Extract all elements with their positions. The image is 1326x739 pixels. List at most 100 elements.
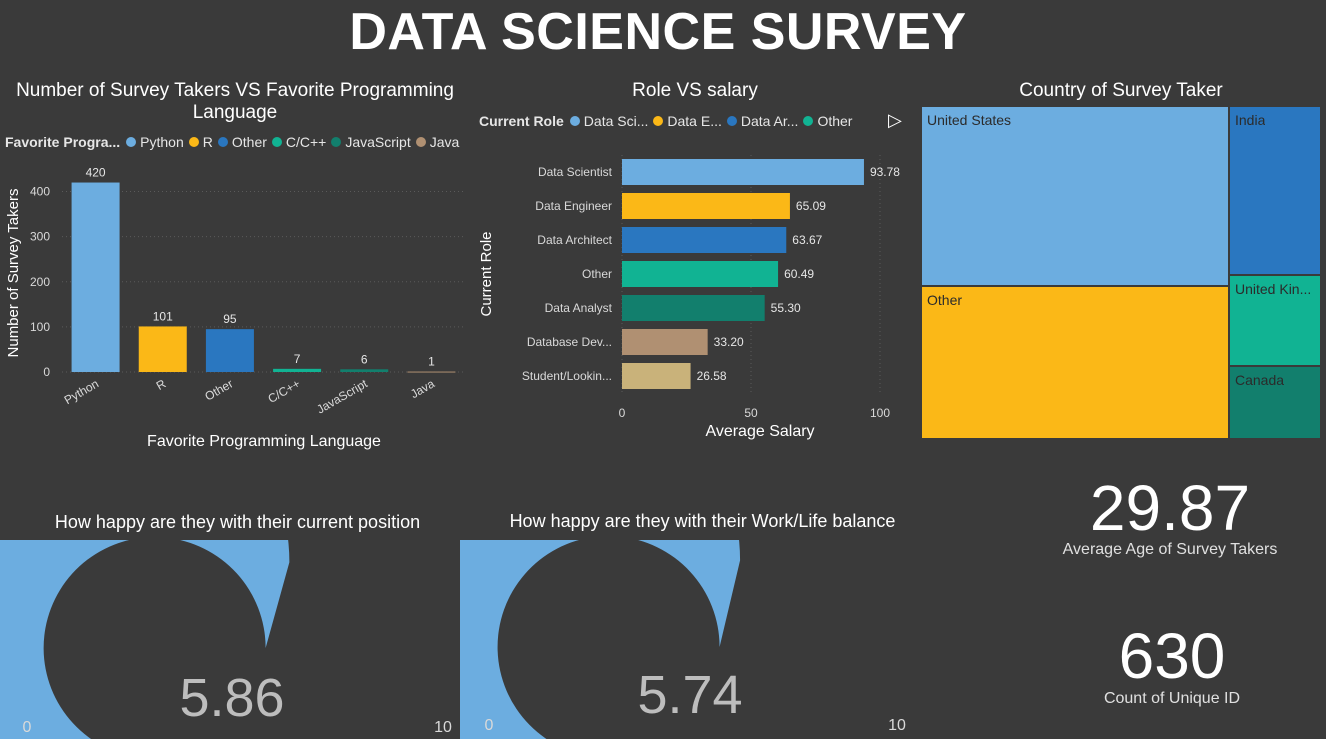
lang-legend-item[interactable]: Other — [217, 134, 267, 150]
kpi-average-age-value: 29.87 — [1089, 472, 1251, 544]
gauge2-max: 10 — [888, 717, 906, 734]
x-tick-label: R — [154, 376, 169, 393]
bar — [340, 369, 389, 372]
treemap-cell-india[interactable]: India — [1229, 106, 1321, 275]
lang-legend-item[interactable]: JavaScript — [331, 134, 411, 150]
y-tick-label: Other — [582, 267, 612, 281]
bar — [205, 329, 254, 372]
legend-next-arrow[interactable]: ▷ — [888, 110, 902, 130]
bar — [622, 295, 765, 321]
bar — [622, 329, 708, 355]
legend-dot-icon — [271, 137, 282, 147]
x-axis-title: Average Salary — [705, 423, 814, 440]
gauge1-value: 5.86 — [179, 668, 284, 728]
bar — [622, 363, 691, 389]
treemap-label: India — [1235, 112, 1266, 128]
data-label: 93.78 — [870, 165, 900, 179]
legend-dot-icon — [331, 137, 342, 147]
salary-legend-label: Data Ar... — [740, 113, 799, 129]
y-axis-title: Current Role — [478, 231, 495, 316]
lang-legend-label: Python — [140, 134, 184, 150]
dashboard-title: DATA SCIENCE SURVEY — [349, 3, 967, 61]
treemap-label: United States — [927, 112, 1012, 128]
x-tick-label: C/C++ — [266, 376, 303, 405]
lang-legend-item[interactable]: Java — [415, 134, 459, 150]
bar — [138, 326, 187, 372]
salary-legend-label: Other — [817, 113, 853, 129]
data-label: 65.09 — [796, 199, 826, 213]
legend-dot-icon — [569, 116, 580, 126]
data-label: 1 — [428, 355, 435, 369]
gauge1-chart[interactable]: 5.86 0 10 — [0, 540, 475, 739]
kpi-count-value: 630 — [1118, 620, 1226, 692]
kpi-average-age-label: Average Age of Survey Takers — [1062, 541, 1278, 558]
bar — [273, 368, 322, 372]
salary-bar-chart[interactable]: 0 50 100 93.78 Data Scientist 65.09 Data Engin… — [470, 145, 920, 450]
x-axis-title: Favorite Programming Language — [147, 433, 381, 450]
legend-dot-icon — [653, 116, 664, 126]
y-tick-label: 200 — [30, 275, 50, 289]
lang-bar-chart[interactable]: 0 100 200 300 400 420 Python 101 R 95 Other 7 C/C++ 6… — [0, 160, 470, 460]
legend-dot-icon — [803, 116, 814, 126]
treemap-cell-other[interactable]: Other — [921, 286, 1229, 439]
salary-chart-legend[interactable]: Current Role Data Sci... Data E... Data Ar… — [479, 113, 857, 129]
lang-legend-title: Favorite Progra... — [5, 134, 121, 150]
lang-legend-item[interactable]: Python — [126, 134, 184, 150]
data-label: 33.20 — [714, 335, 744, 349]
lang-chart-legend[interactable]: Favorite Progra... Python R Other C/C++ Java… — [5, 134, 464, 150]
salary-legend-item[interactable]: Data Ar... — [726, 113, 799, 129]
salary-legend-item[interactable]: Data Sci... — [569, 113, 649, 129]
data-label: 63.67 — [792, 233, 822, 247]
country-treemap[interactable]: United States India Other United Kin... … — [921, 106, 1321, 439]
x-tick-label: 50 — [744, 406, 758, 420]
gauge1-max: 10 — [434, 719, 452, 736]
treemap-label: Other — [927, 292, 963, 308]
bar — [622, 261, 779, 287]
lang-legend-label: R — [202, 134, 213, 150]
y-tick-label: Data Engineer — [535, 199, 612, 213]
legend-dot-icon — [217, 137, 228, 147]
y-tick-label: Database Dev... — [527, 335, 612, 349]
x-tick-label: 0 — [619, 406, 626, 420]
treemap-label: United Kin... — [1235, 281, 1312, 297]
treemap-cell-united-states[interactable]: United States — [921, 106, 1229, 286]
bar — [622, 193, 790, 219]
data-label: 26.58 — [697, 369, 727, 383]
salary-legend-label: Data E... — [667, 113, 722, 129]
lang-legend-item[interactable]: C/C++ — [271, 134, 326, 150]
gauge1-min: 0 — [23, 719, 32, 736]
y-tick-label: Student/Lookin... — [522, 369, 612, 383]
legend-dot-icon — [726, 116, 737, 126]
legend-dot-icon — [415, 137, 426, 147]
salary-legend-item[interactable]: Data E... — [653, 113, 722, 129]
data-label: 101 — [153, 309, 173, 323]
gauge2-chart[interactable]: 5.74 0 10 — [460, 540, 935, 739]
y-tick-label: 100 — [30, 320, 50, 334]
treemap-cell-united-kingdom[interactable]: United Kin... — [1229, 275, 1321, 366]
bar — [622, 159, 864, 185]
kpi-count-label: Count of Unique ID — [1103, 690, 1241, 707]
gauge2-fill — [460, 540, 741, 739]
y-tick-label: 400 — [30, 185, 50, 199]
gauge1-title: How happy are they with their current po… — [54, 512, 421, 532]
data-label: 60.49 — [784, 267, 814, 281]
x-tick-label: Other — [202, 376, 235, 403]
salary-legend-label: Data Sci... — [583, 113, 649, 129]
y-tick-label: Data Scientist — [538, 165, 613, 179]
lang-chart-title: Number of Survey Takers VS Favorite Prog… — [16, 80, 454, 123]
treemap-cell-canada[interactable]: Canada — [1229, 366, 1321, 439]
bar — [622, 227, 787, 253]
lang-legend-label: JavaScript — [345, 134, 411, 150]
lang-legend-item[interactable]: R — [188, 134, 213, 150]
gauge2-value: 5.74 — [637, 665, 742, 725]
y-tick-label: 0 — [43, 365, 50, 379]
x-tick-label: Java — [408, 376, 437, 401]
gauge1-fill — [0, 540, 290, 739]
y-axis-title: Number of Survey Takers — [5, 189, 22, 358]
y-tick-label: Data Architect — [537, 233, 612, 247]
salary-legend-title: Current Role — [479, 113, 564, 129]
salary-legend-item[interactable]: Other — [803, 113, 852, 129]
data-label: 55.30 — [771, 301, 801, 315]
data-label: 7 — [294, 352, 301, 366]
x-tick-label: JavaScript — [314, 376, 370, 416]
